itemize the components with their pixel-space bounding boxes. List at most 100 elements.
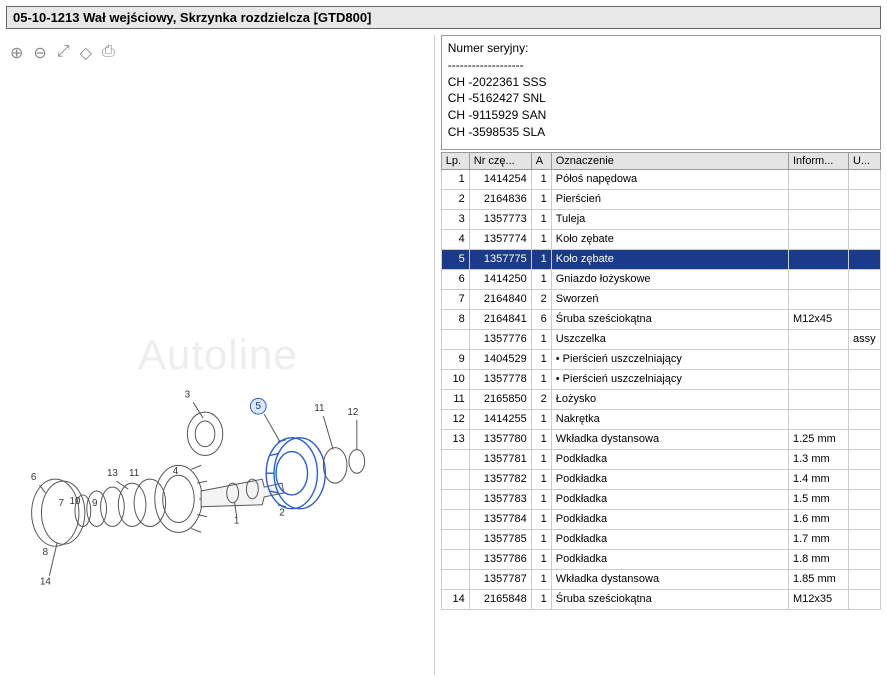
col-part[interactable]: Nr czę... [469, 152, 531, 169]
table-row[interactable]: 114142541Półoś napędowa [441, 169, 880, 189]
callout-number[interactable]: 4 [173, 466, 179, 477]
callout-number[interactable]: 12 [347, 407, 358, 418]
col-info[interactable]: Inform... [789, 152, 849, 169]
cell-u [849, 369, 881, 389]
diagram-area[interactable]: 351112678101391141214 Autoline [6, 75, 430, 635]
cell-info: 1.3 mm [789, 449, 849, 469]
cell-qty: 1 [531, 529, 551, 549]
cell-desc: Tuleja [551, 209, 788, 229]
cell-desc: Koło zębate [551, 249, 788, 269]
callout-number[interactable]: 13 [107, 468, 118, 479]
callout-number[interactable]: 10 [70, 496, 81, 507]
cell-info [789, 329, 849, 349]
cell-lp: 11 [441, 389, 469, 409]
cell-u [849, 569, 881, 589]
serial-item: CH -9115929 SAN [448, 107, 874, 124]
callout-number[interactable]: 9 [92, 498, 98, 509]
cell-u [849, 529, 881, 549]
cell-part: 2164840 [469, 289, 531, 309]
table-row[interactable]: 914045291• Pierścień uszczelniający [441, 349, 880, 369]
table-row[interactable]: 313577731Tuleja [441, 209, 880, 229]
callout-number[interactable]: 1 [234, 516, 239, 527]
parts-table[interactable]: Lp. Nr czę... A Oznaczenie Inform... U..… [441, 152, 881, 610]
cell-u [849, 389, 881, 409]
callout-number[interactable]: 6 [31, 472, 37, 483]
cell-lp [441, 549, 469, 569]
table-row[interactable]: 413577741Koło zębate [441, 229, 880, 249]
cell-u [849, 429, 881, 449]
table-row[interactable]: 1313577801Wkładka dystansowa1.25 mm [441, 429, 880, 449]
cell-info [789, 209, 849, 229]
col-lp[interactable]: Lp. [441, 152, 469, 169]
cell-desc: Podkładka [551, 449, 788, 469]
table-row[interactable]: 614142501Gniazdo łożyskowe [441, 269, 880, 289]
zoom-out-icon[interactable]: ⊖ [33, 43, 46, 63]
callout-number[interactable]: 3 [185, 389, 191, 400]
print-icon[interactable]: ⎙ [102, 43, 115, 63]
table-row[interactable]: 13577811Podkładka1.3 mm [441, 449, 880, 469]
table-row[interactable]: 1214142551Nakrętka [441, 409, 880, 429]
cell-desc: Uszczelka [551, 329, 788, 349]
cell-desc: Półoś napędowa [551, 169, 788, 189]
cell-desc: Śruba sześciokątna [551, 589, 788, 609]
callout-number[interactable]: 11 [129, 468, 139, 479]
cell-u [849, 309, 881, 329]
serial-block: Numer seryjny: ------------------- CH -2… [441, 35, 881, 150]
cell-info [789, 349, 849, 369]
table-row[interactable]: 513577751Koło zębate [441, 249, 880, 269]
col-qty[interactable]: A [531, 152, 551, 169]
table-row[interactable]: 1121658502Łożysko [441, 389, 880, 409]
cell-info: 1.4 mm [789, 469, 849, 489]
table-row[interactable]: 13577761Uszczelkaassy [441, 329, 880, 349]
cell-qty: 2 [531, 389, 551, 409]
cell-u [849, 489, 881, 509]
cell-desc: Podkładka [551, 509, 788, 529]
cell-part: 1357782 [469, 469, 531, 489]
table-row[interactable]: 13577851Podkładka1.7 mm [441, 529, 880, 549]
cell-part: 1357784 [469, 509, 531, 529]
table-row[interactable]: 821648416Śruba sześciokątnaM12x45 [441, 309, 880, 329]
table-row[interactable]: 1013577781• Pierścień uszczelniający [441, 369, 880, 389]
table-row[interactable]: 13577831Podkładka1.5 mm [441, 489, 880, 509]
cell-desc: Podkładka [551, 529, 788, 549]
cell-qty: 1 [531, 409, 551, 429]
cell-lp [441, 489, 469, 509]
callout-number[interactable]: 11 [314, 403, 324, 414]
table-row[interactable]: 221648361Pierścień [441, 189, 880, 209]
cell-desc: Wkładka dystansowa [551, 429, 788, 449]
col-desc[interactable]: Oznaczenie [551, 152, 788, 169]
cell-lp [441, 449, 469, 469]
table-row[interactable]: 13577841Podkładka1.6 mm [441, 509, 880, 529]
cell-part: 1414255 [469, 409, 531, 429]
table-row[interactable]: 13577861Podkładka1.8 mm [441, 549, 880, 569]
reset-icon[interactable]: ◇ [80, 43, 92, 63]
zoom-in-icon[interactable]: ⊕ [10, 43, 23, 63]
cell-desc: Nakrętka [551, 409, 788, 429]
col-u[interactable]: U... [849, 152, 881, 169]
cell-part: 1357776 [469, 329, 531, 349]
cell-lp: 8 [441, 309, 469, 329]
cell-info [789, 409, 849, 429]
cell-qty: 1 [531, 229, 551, 249]
expand-icon[interactable]: ⤢ [57, 43, 70, 63]
table-header-row[interactable]: Lp. Nr czę... A Oznaczenie Inform... U..… [441, 152, 880, 169]
callout-number[interactable]: 2 [279, 508, 284, 519]
cell-lp: 9 [441, 349, 469, 369]
cell-info [789, 169, 849, 189]
callout-number[interactable]: 8 [43, 547, 49, 558]
table-row[interactable]: 13577871Wkładka dystansowa1.85 mm [441, 569, 880, 589]
table-row[interactable]: 13577821Podkładka1.4 mm [441, 469, 880, 489]
exploded-diagram: 351112678101391141214 [6, 75, 430, 635]
table-row[interactable]: 1421658481Śruba sześciokątnaM12x35 [441, 589, 880, 609]
cell-lp [441, 509, 469, 529]
callout-number[interactable]: 7 [58, 498, 63, 509]
cell-desc: Podkładka [551, 549, 788, 569]
callout-number[interactable]: 5 [256, 401, 262, 412]
cell-u [849, 229, 881, 249]
table-row[interactable]: 721648402Sworzeń [441, 289, 880, 309]
cell-info: 1.85 mm [789, 569, 849, 589]
cell-qty: 1 [531, 169, 551, 189]
cell-info [789, 389, 849, 409]
callout-number[interactable]: 14 [40, 577, 51, 588]
cell-qty: 6 [531, 309, 551, 329]
